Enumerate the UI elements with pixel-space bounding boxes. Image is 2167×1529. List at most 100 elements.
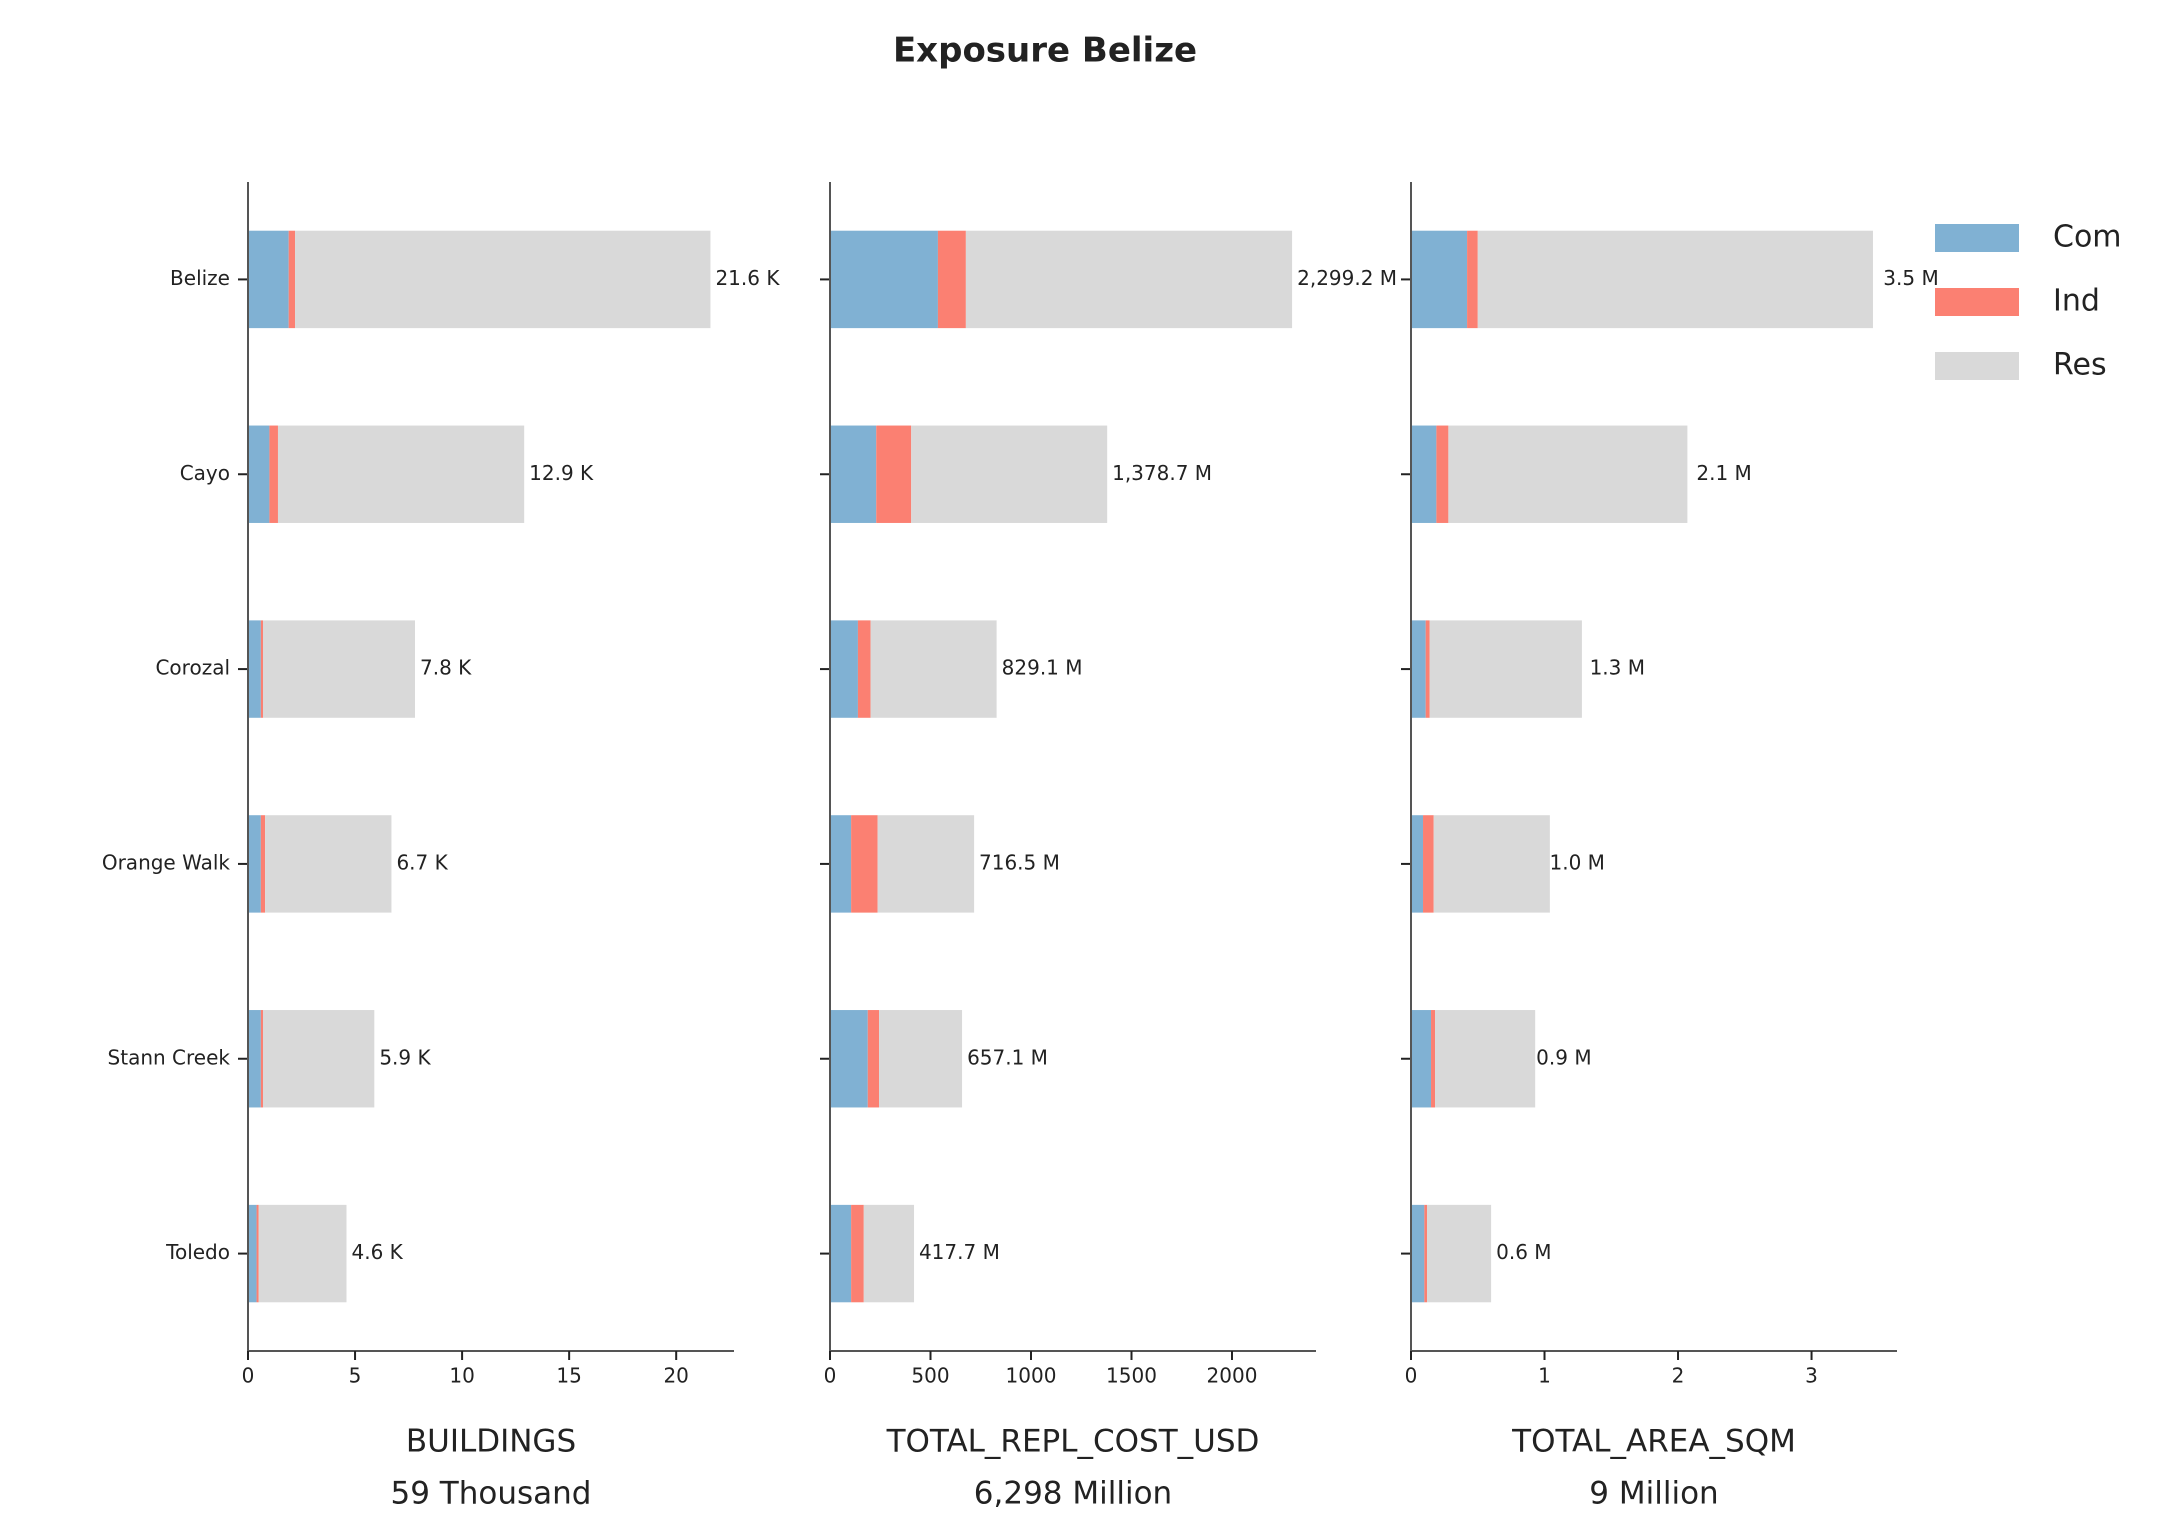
x-tick-label: 3: [1805, 1364, 1818, 1388]
value-label: 2.1 M: [1696, 461, 1751, 485]
x-tick-label: 5: [349, 1364, 362, 1388]
bar-segment: [248, 815, 261, 913]
chart-title: Exposure Belize: [893, 31, 1197, 71]
bar-segment: [1425, 620, 1430, 718]
value-label: 1.0 M: [1550, 850, 1605, 874]
bar-segment: [277, 425, 525, 523]
bar-segment: [1411, 230, 1468, 329]
bar-segment: [288, 230, 296, 329]
bar-segment: [870, 620, 997, 718]
x-tick-label: 2: [1672, 1364, 1685, 1388]
bar-segment: [1411, 425, 1437, 523]
x-tick-label: 0: [824, 1364, 837, 1388]
value-label: 4.6 K: [351, 1240, 403, 1264]
bar-segment: [1431, 1010, 1436, 1108]
y-tick-label: Cayo: [180, 461, 230, 485]
bar-segment: [262, 1010, 375, 1108]
x-axis-total: 9 Million: [1589, 1476, 1718, 1512]
bar-segment: [258, 1204, 347, 1303]
value-label: 2,299.2 M: [1297, 266, 1397, 290]
value-label: 0.9 M: [1536, 1045, 1591, 1069]
x-tick-label: 0: [242, 1364, 255, 1388]
bar-segment: [1411, 1010, 1432, 1108]
legend-label: Res: [2053, 348, 2107, 383]
bar-segment: [269, 425, 278, 523]
bar-segment: [851, 1204, 864, 1303]
bar-segment: [830, 230, 938, 329]
bar-segment: [867, 1010, 880, 1108]
x-tick-label: 10: [449, 1364, 474, 1388]
value-label: 12.9 K: [529, 461, 594, 485]
bar-segment: [265, 815, 392, 913]
bar-segment: [248, 1010, 261, 1108]
x-tick-label: 0: [1405, 1364, 1418, 1388]
bar-segment: [830, 1010, 868, 1108]
bar-segment: [1411, 815, 1424, 913]
value-label: 6.7 K: [396, 850, 448, 874]
x-tick-label: 1500: [1106, 1364, 1157, 1388]
value-label: 657.1 M: [967, 1045, 1048, 1069]
bar-segment: [830, 1204, 852, 1303]
bar-segment: [937, 230, 966, 329]
legend-label: Com: [2053, 220, 2122, 255]
value-label: 7.8 K: [420, 656, 472, 680]
legend-swatch: [1935, 288, 2019, 316]
y-tick-label: Belize: [170, 266, 230, 290]
y-tick-label: Corozal: [155, 656, 230, 680]
value-label: 3.5 M: [1883, 266, 1938, 290]
y-tick-label: Orange Walk: [102, 850, 231, 874]
value-label: 829.1 M: [1002, 656, 1083, 680]
value-label: 716.5 M: [979, 850, 1060, 874]
bar-segment: [1435, 1010, 1536, 1108]
legend-label: Ind: [2053, 284, 2100, 319]
bar-segment: [1427, 1204, 1492, 1303]
bar-segment: [260, 620, 263, 718]
x-tick-label: 1: [1538, 1364, 1551, 1388]
bar-segment: [1411, 1204, 1425, 1303]
x-axis-label: TOTAL_REPL_COST_USD: [886, 1424, 1260, 1460]
value-label: 417.7 M: [919, 1240, 1000, 1264]
x-tick-label: 20: [663, 1364, 688, 1388]
y-tick-label: Toledo: [165, 1240, 230, 1264]
bar-segment: [876, 425, 912, 523]
x-axis-total: 59 Thousand: [391, 1476, 592, 1512]
bar-segment: [260, 815, 266, 913]
bar-segment: [260, 1010, 263, 1108]
bar-segment: [295, 230, 711, 329]
bar-segment: [830, 620, 858, 718]
bar-segment: [851, 815, 878, 913]
x-axis-label: TOTAL_AREA_SQM: [1511, 1424, 1796, 1460]
bar-segment: [1436, 425, 1449, 523]
bar-segment: [262, 620, 415, 718]
x-axis-label: BUILDINGS: [406, 1424, 576, 1460]
bar-segment: [256, 1204, 259, 1303]
bar-segment: [863, 1204, 915, 1303]
bar-segment: [1429, 620, 1582, 718]
value-label: 1,378.7 M: [1112, 461, 1212, 485]
value-label: 5.9 K: [379, 1045, 431, 1069]
x-tick-label: 15: [556, 1364, 581, 1388]
value-label: 1.3 M: [1590, 656, 1645, 680]
x-tick-label: 1000: [1006, 1364, 1057, 1388]
bar-segment: [1433, 815, 1550, 913]
bar-segment: [911, 425, 1108, 523]
bar-segment: [1467, 230, 1478, 329]
bar-segment: [248, 230, 289, 329]
bar-segment: [1423, 815, 1434, 913]
bar-segment: [248, 1204, 257, 1303]
bar-segment: [965, 230, 1293, 329]
bar-segment: [1411, 620, 1426, 718]
bar-segment: [879, 1010, 963, 1108]
bar-segment: [830, 425, 877, 523]
bar-segment: [830, 815, 852, 913]
value-label: 21.6 K: [715, 266, 780, 290]
value-label: 0.6 M: [1496, 1240, 1551, 1264]
x-tick-label: 2000: [1207, 1364, 1258, 1388]
bar-segment: [248, 620, 261, 718]
x-axis-total: 6,298 Million: [974, 1476, 1172, 1512]
x-tick-label: 500: [911, 1364, 949, 1388]
y-tick-label: Stann Creek: [108, 1045, 231, 1069]
bar-segment: [1477, 230, 1873, 329]
bar-segment: [857, 620, 871, 718]
